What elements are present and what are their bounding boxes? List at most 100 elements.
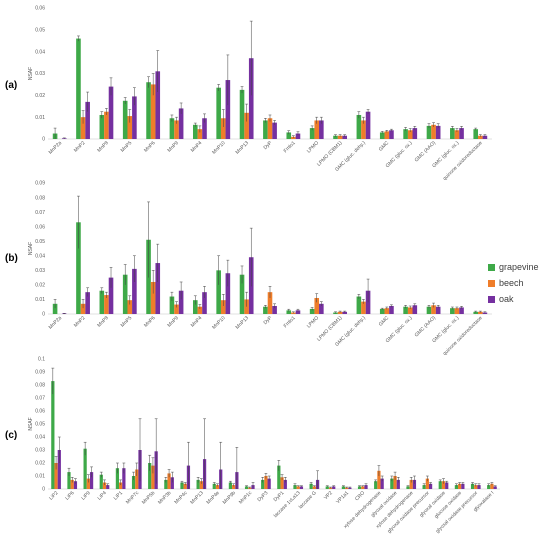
bar-beech bbox=[102, 482, 107, 489]
x-tick-label: LPMO bbox=[306, 140, 320, 154]
x-tick-label: MnP6 bbox=[143, 140, 157, 154]
bar-grapevine bbox=[99, 474, 103, 489]
bar-beech bbox=[86, 478, 90, 489]
chart-panel-a: 0 0.01 0.02 0.03 0.04 0.05 0.06 NSAF MnP2a MnP2 Mn… bbox=[28, 6, 492, 180]
bar-grapevine bbox=[196, 479, 200, 489]
x-tick-label: Fmlo1 bbox=[283, 315, 297, 329]
bar-grapevine bbox=[51, 381, 55, 489]
bar-oak bbox=[202, 292, 207, 314]
bar-beech bbox=[199, 481, 203, 489]
bar-oak bbox=[412, 128, 418, 139]
bar-beech bbox=[151, 465, 155, 489]
bar-beech bbox=[361, 486, 365, 489]
bar-oak bbox=[396, 479, 400, 489]
bar-grapevine bbox=[438, 481, 442, 489]
x-tick-label: MnP9 bbox=[166, 140, 180, 154]
y-tick-label: 0.02 bbox=[35, 461, 45, 467]
y-tick-label: 0 bbox=[42, 137, 45, 143]
bar-grapevine bbox=[261, 479, 265, 489]
legend-item-beech: beech bbox=[488, 275, 539, 291]
bar-grapevine bbox=[325, 486, 329, 489]
bar-beech bbox=[431, 124, 436, 139]
bar-grapevine bbox=[450, 308, 455, 314]
bar-beech bbox=[409, 479, 413, 489]
bar-oak bbox=[295, 133, 301, 139]
bar-oak bbox=[106, 485, 110, 489]
bar-grapevine bbox=[180, 482, 184, 489]
bar-grapevine bbox=[309, 128, 315, 139]
bar-beech bbox=[150, 84, 156, 139]
x-tick-label: GMC (AAO) bbox=[414, 140, 438, 164]
y-tick-label: 0.1 bbox=[38, 357, 45, 363]
bar-grapevine bbox=[99, 290, 105, 314]
bar-beech bbox=[183, 483, 187, 489]
y-tick-label: 0.03 bbox=[35, 71, 45, 77]
bar-grapevine bbox=[115, 468, 120, 489]
bar-beech bbox=[127, 116, 133, 139]
bar-grapevine bbox=[374, 481, 378, 489]
bar-beech bbox=[431, 305, 436, 314]
bar-oak bbox=[122, 468, 126, 489]
x-tick-label: MnP10 bbox=[211, 140, 227, 156]
legend-label-beech: beech bbox=[499, 278, 524, 288]
bar-grapevine bbox=[52, 303, 58, 314]
bar-grapevine bbox=[333, 135, 338, 139]
bar-oak bbox=[477, 485, 481, 489]
x-tick-label: LiP4 bbox=[97, 490, 108, 501]
bar-grapevine bbox=[379, 308, 385, 314]
bar-oak bbox=[57, 450, 61, 489]
bar-oak bbox=[155, 71, 161, 139]
bar-oak bbox=[85, 101, 90, 139]
bar-beech bbox=[441, 481, 446, 489]
x-tick-label: MnP6 bbox=[143, 315, 157, 329]
y-tick-label: 0.05 bbox=[35, 239, 45, 245]
bar-oak bbox=[295, 310, 301, 314]
x-tick-label: MnP2 bbox=[73, 315, 87, 329]
legend-swatch-oak bbox=[488, 295, 495, 303]
bar-beech bbox=[80, 117, 86, 139]
bar-oak bbox=[248, 58, 254, 139]
x-tick-label: MnP13 bbox=[235, 140, 251, 156]
bar-oak bbox=[412, 479, 417, 489]
legend-item-oak: oak bbox=[488, 291, 539, 307]
x-tick-label: MnP13 bbox=[189, 490, 205, 506]
x-tick-label: MnP2 bbox=[73, 140, 87, 154]
chart-panel-b: 0 0.01 0.02 0.03 0.04 0.05 0.06 0.07 0.08 0.09 NSA… bbox=[28, 181, 492, 357]
x-tick-label: Fmlo1 bbox=[283, 140, 297, 154]
bar-grapevine bbox=[357, 486, 362, 489]
bar-beech bbox=[197, 306, 203, 314]
bar-beech bbox=[135, 469, 139, 489]
y-tick-label: 0.08 bbox=[35, 383, 45, 389]
bar-beech bbox=[264, 476, 268, 489]
x-tick-label: DyP1 bbox=[273, 490, 286, 503]
x-tick-label: MnP9b bbox=[222, 490, 238, 506]
bar-oak bbox=[389, 130, 394, 139]
legend: grapevine beech oak bbox=[488, 259, 539, 307]
bar-grapevine bbox=[67, 472, 71, 489]
bar-grapevine bbox=[228, 482, 233, 489]
x-tick-label: LiP6 bbox=[64, 490, 75, 501]
bar-beech bbox=[393, 476, 397, 489]
bar-grapevine bbox=[239, 89, 245, 139]
bar-beech bbox=[337, 311, 343, 314]
bar-grapevine bbox=[379, 132, 385, 139]
bar-grapevine bbox=[356, 114, 362, 139]
x-tick-label: MnP5 bbox=[120, 315, 134, 329]
legend-item-grapevine: grapevine bbox=[488, 259, 539, 275]
bar-oak bbox=[73, 481, 78, 489]
bar-oak bbox=[445, 482, 449, 489]
bar-beech bbox=[407, 307, 413, 314]
y-tick-label: 0.02 bbox=[35, 93, 45, 99]
bar-beech bbox=[454, 130, 460, 139]
bar-oak bbox=[482, 135, 488, 139]
bar-beech bbox=[215, 485, 220, 489]
x-tick-label: MnP7c bbox=[125, 490, 141, 506]
bar-beech bbox=[314, 297, 320, 314]
bar-beech bbox=[361, 120, 366, 139]
bar-beech bbox=[119, 482, 123, 489]
x-tick-label: MnP4e bbox=[205, 490, 221, 506]
panel-label-a: (a) bbox=[5, 80, 18, 91]
bar-oak bbox=[178, 290, 184, 314]
y-tick-label: 0.06 bbox=[35, 224, 45, 230]
